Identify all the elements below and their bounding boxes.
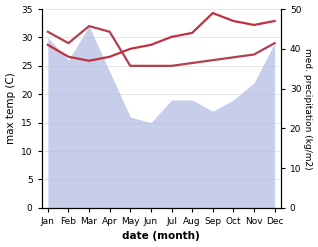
Y-axis label: max temp (C): max temp (C) [5, 73, 16, 144]
X-axis label: date (month): date (month) [122, 231, 200, 242]
Y-axis label: med. precipitation (kg/m2): med. precipitation (kg/m2) [303, 48, 313, 169]
